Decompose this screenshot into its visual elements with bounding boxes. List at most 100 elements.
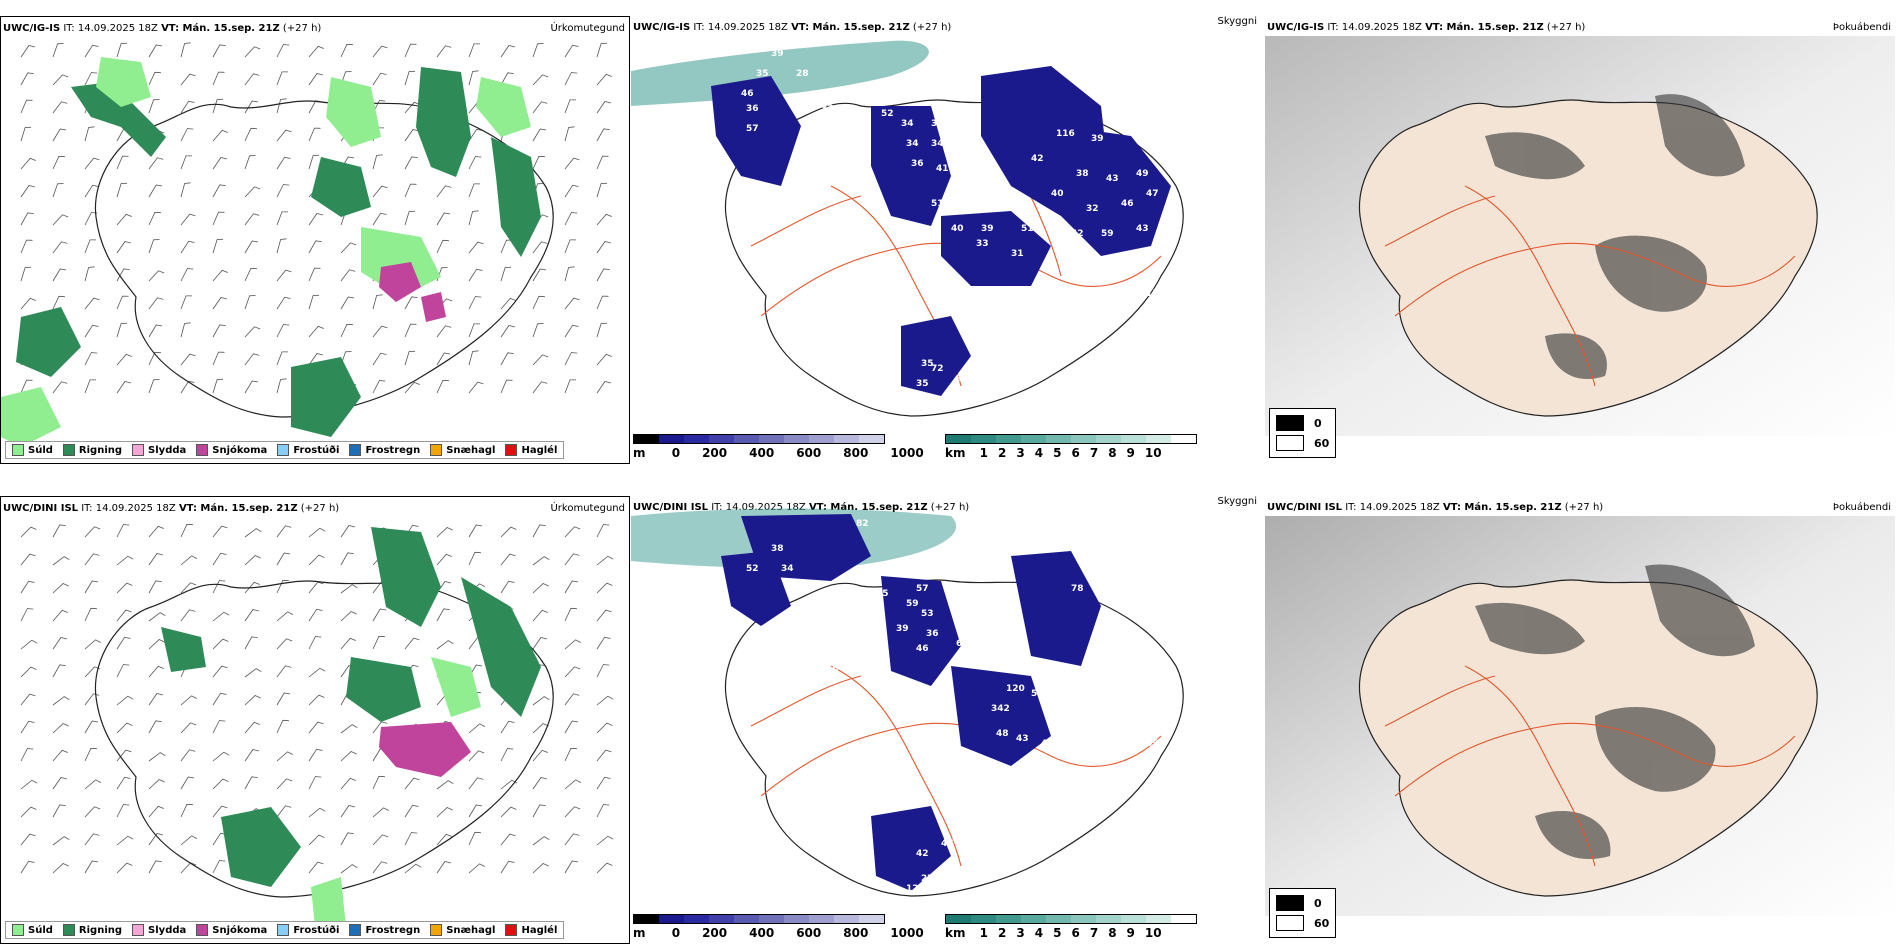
wind-barb bbox=[436, 608, 450, 622]
wind-barb bbox=[116, 155, 129, 170]
cloud-base-value: 98 bbox=[1046, 764, 1059, 774]
cloud-base-value: 36 bbox=[911, 159, 924, 169]
wind-barb bbox=[372, 154, 383, 170]
colorbar-tick: 10 bbox=[1144, 446, 1162, 460]
issue-time: IT: 14.09.2025 18Z bbox=[711, 502, 806, 513]
wind-barb bbox=[340, 724, 358, 734]
wind-barb bbox=[52, 556, 70, 566]
wind-barb bbox=[468, 750, 485, 762]
wind-barb bbox=[404, 156, 418, 170]
wind-barb bbox=[532, 583, 549, 594]
wind-barb bbox=[84, 297, 100, 310]
colorbar-swatch bbox=[659, 915, 684, 923]
legend-label: Snæhagl bbox=[446, 444, 496, 456]
wind-barb bbox=[84, 693, 100, 706]
wind-barb bbox=[116, 636, 131, 650]
wind-barb bbox=[564, 72, 578, 86]
wind-barb bbox=[212, 611, 230, 622]
colorbar-tick: 200 bbox=[702, 926, 728, 940]
visibility-ticks: km 1 2 3 4 5 6 7 8 9 10 bbox=[945, 926, 1162, 940]
wind-barb bbox=[180, 749, 196, 762]
wind-barb bbox=[116, 182, 128, 198]
cloud-base-value: 52 bbox=[746, 564, 759, 574]
wind-barb bbox=[276, 156, 291, 170]
cloud-base-value: 34 bbox=[781, 564, 794, 574]
cloud-base-value: 33 bbox=[821, 104, 834, 114]
wind-barb bbox=[564, 720, 579, 734]
legend-swatch bbox=[12, 924, 24, 936]
fog-legend-swatch bbox=[1276, 435, 1304, 451]
panel-title: UWC/DINI ISL IT: 14.09.2025 18Z VT: Mán.… bbox=[3, 503, 339, 514]
wind-barb bbox=[340, 637, 356, 650]
colorbar-tick: 400 bbox=[749, 926, 775, 940]
roads bbox=[1384, 665, 1796, 867]
wind-barb bbox=[308, 213, 323, 226]
wind-barb bbox=[180, 182, 191, 198]
wind-barb bbox=[532, 323, 544, 338]
colorbar-swatch bbox=[809, 915, 834, 923]
wind-barb bbox=[308, 748, 323, 762]
legend-item: Haglél bbox=[505, 444, 557, 456]
elevation-colorbar bbox=[633, 914, 885, 924]
wind-barb bbox=[436, 527, 453, 538]
wind-barb bbox=[244, 100, 259, 114]
wind-barb bbox=[596, 381, 611, 394]
wind-barb bbox=[564, 212, 578, 226]
wind-barb bbox=[180, 128, 194, 142]
cloud-base-value: 39 bbox=[771, 49, 784, 59]
panel-title: UWC/IG-IS IT: 14.09.2025 18Z VT: Mán. 15… bbox=[1267, 22, 1585, 33]
legend-label: Slydda bbox=[148, 924, 187, 936]
legend-label: Slydda bbox=[148, 444, 187, 456]
wind-barb bbox=[180, 42, 191, 58]
colorbar-tick: 600 bbox=[796, 926, 822, 940]
wind-barb bbox=[596, 182, 608, 198]
cloud-base-value: 54 bbox=[1111, 599, 1124, 609]
wind-barb bbox=[404, 183, 417, 198]
cloud-base-value: 90 bbox=[1086, 689, 1099, 699]
wind-barb bbox=[596, 664, 610, 678]
wind-barb bbox=[436, 553, 452, 566]
wind-barb bbox=[116, 664, 130, 678]
wind-barb bbox=[532, 524, 546, 538]
wind-barb bbox=[276, 778, 293, 790]
wind-barb bbox=[276, 805, 292, 818]
wind-barb bbox=[244, 555, 261, 566]
wind-barb bbox=[52, 777, 67, 790]
colorbar-tick: 6 bbox=[1071, 446, 1080, 460]
wind-barb bbox=[596, 295, 609, 310]
lead-time: (+27 h) bbox=[282, 23, 322, 34]
wind-barb bbox=[372, 294, 383, 310]
wind-barb bbox=[212, 129, 228, 142]
wind-barb bbox=[52, 43, 64, 58]
legend-label: Snjókoma bbox=[212, 924, 268, 936]
wind-barb bbox=[372, 325, 388, 338]
colorbar-tick: 400 bbox=[749, 446, 775, 460]
wind-barb bbox=[212, 184, 226, 198]
cloud-base-value: 43 bbox=[1106, 174, 1119, 184]
wind-barb bbox=[372, 807, 390, 818]
wind-barb bbox=[500, 833, 516, 846]
valid-time: VT: Mán. 15.sep. 21Z bbox=[178, 503, 298, 514]
wind-barb bbox=[180, 609, 196, 622]
wind-barb bbox=[148, 693, 163, 706]
legend-item: Frostúði bbox=[277, 444, 339, 456]
colorbar-tick: 5 bbox=[1053, 446, 1062, 460]
wind-barb bbox=[212, 638, 229, 650]
wind-barb bbox=[308, 861, 324, 874]
lead-time: (+27 h) bbox=[1546, 22, 1586, 33]
colorbar-tick: 4 bbox=[1034, 446, 1044, 460]
wind-barb bbox=[340, 777, 356, 790]
cloud-base-value: 37 bbox=[1106, 699, 1119, 709]
colorbar-tick: 8 bbox=[1108, 926, 1117, 940]
cloud-base-value: 175 bbox=[996, 604, 1015, 614]
wind-barb bbox=[20, 185, 35, 198]
wind-barb bbox=[564, 157, 580, 170]
wind-barb bbox=[244, 240, 259, 254]
cloud-base-value: 66 bbox=[826, 664, 839, 674]
wind-barb bbox=[596, 353, 612, 366]
cloud-base-value: 34 bbox=[906, 139, 919, 149]
wind-barb bbox=[20, 748, 34, 762]
snow-areas bbox=[379, 262, 446, 322]
colorbar-swatch bbox=[1146, 915, 1171, 923]
wind-barb bbox=[212, 720, 226, 734]
